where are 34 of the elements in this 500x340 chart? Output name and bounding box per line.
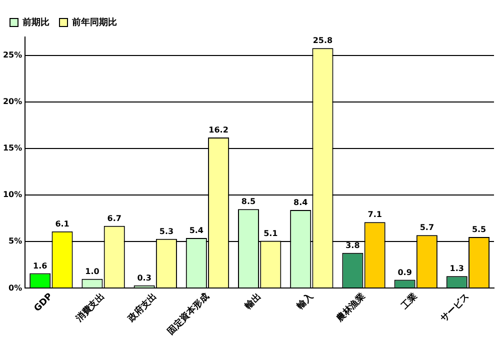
x-tick-label: 農林漁業 bbox=[334, 291, 368, 325]
data-label: 16.2 bbox=[208, 126, 228, 135]
x-tick-label: 固定資本形成 bbox=[165, 291, 212, 337]
legend-label: 前期比 bbox=[22, 16, 50, 28]
y-tick-label: 25% bbox=[2, 50, 22, 60]
data-label: 1.6 bbox=[33, 261, 48, 270]
y-tick-label: 20% bbox=[2, 97, 22, 106]
x-tick-label: 消費支出 bbox=[73, 291, 108, 325]
data-label: 5.3 bbox=[159, 226, 174, 236]
x-tick-label: サービス bbox=[438, 291, 472, 324]
data-label: 7.1 bbox=[368, 210, 382, 220]
y-tick-label: 5% bbox=[8, 236, 22, 246]
data-label: 6.7 bbox=[107, 214, 122, 223]
data-label: 3.8 bbox=[346, 240, 360, 250]
data-label: 8.4 bbox=[294, 198, 308, 208]
legend-label: 前年同期比 bbox=[71, 16, 117, 28]
data-label: 5.1 bbox=[264, 228, 278, 238]
data-label: 1.3 bbox=[450, 264, 464, 274]
x-tick-label: 輸入 bbox=[294, 290, 316, 312]
x-tick-label: 輸出 bbox=[242, 291, 264, 312]
x-tick-label: 工業 bbox=[398, 291, 420, 312]
data-label: 8.5 bbox=[241, 197, 256, 206]
data-label: 0.9 bbox=[398, 268, 412, 277]
y-tick-label: 10% bbox=[2, 190, 22, 200]
data-label: 5.7 bbox=[420, 223, 434, 232]
data-label: 5.5 bbox=[472, 225, 487, 234]
data-label: 5.4 bbox=[189, 226, 204, 236]
x-tick-label: 政府支出 bbox=[125, 291, 160, 325]
data-label: 6.1 bbox=[55, 220, 70, 229]
data-label: 1.0 bbox=[85, 266, 100, 276]
data-label: 0.3 bbox=[137, 273, 152, 282]
y-tick-label: 15% bbox=[2, 144, 22, 153]
data-label: 25.8 bbox=[312, 36, 334, 46]
y-tick-label: 0% bbox=[8, 283, 22, 292]
